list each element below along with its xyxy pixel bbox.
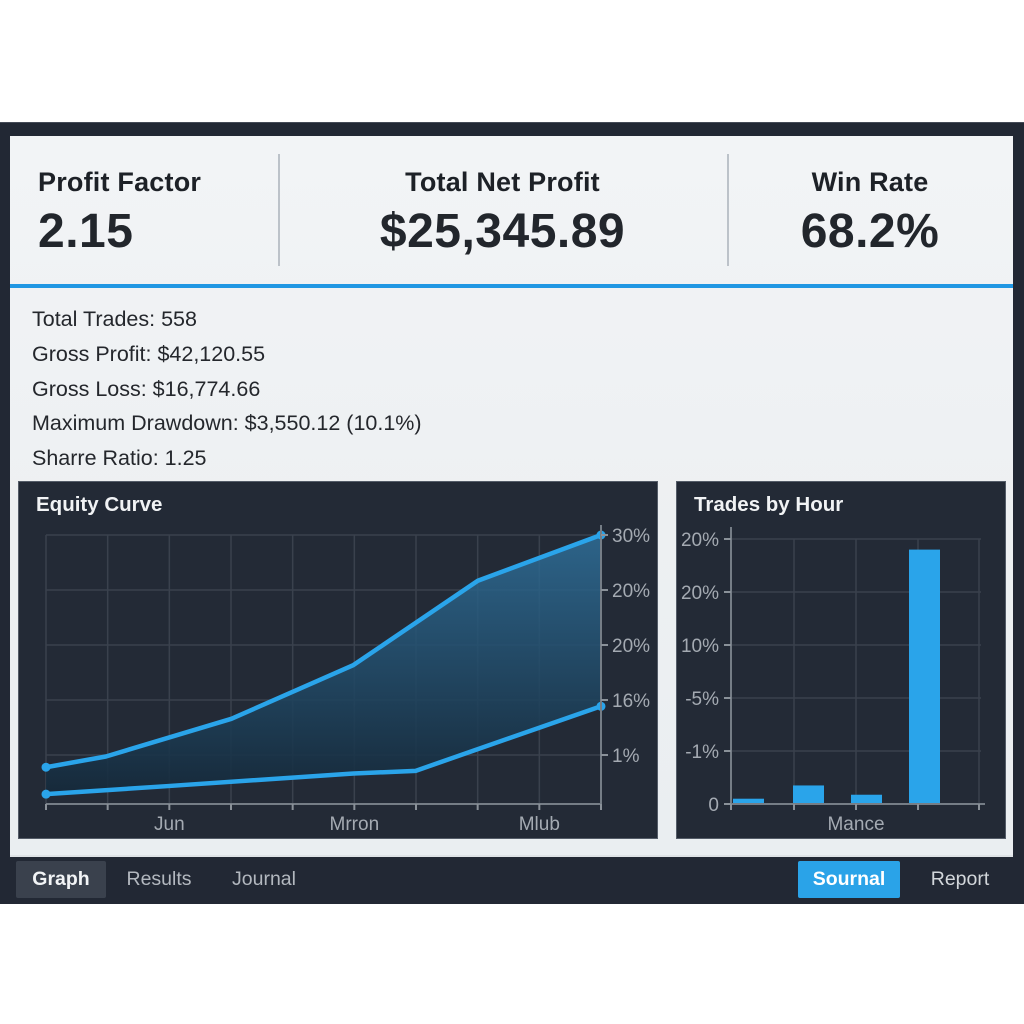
blue-divider-line: [10, 284, 1013, 288]
total-trades-line: Total Trades: 558: [32, 307, 197, 331]
svg-text:1%: 1%: [612, 746, 640, 767]
dashboard-window: Profit Factor 2.15 Total Net Profit $25,…: [0, 122, 1024, 904]
svg-text:20%: 20%: [612, 636, 650, 657]
max-drawdown-line: Maximum Drawdown: $3,550.12 (10.1%): [32, 411, 422, 436]
trades-by-hour-chart: 20% 20% 10% -5% -1% 0 Mance: [681, 527, 985, 835]
tab-graph[interactable]: Graph: [16, 861, 106, 898]
sharpe-ratio-line: Sharre Ratio: 1.25: [32, 446, 207, 471]
kpi-win-rate: Win Rate 68.2%: [727, 136, 1013, 284]
svg-text:16%: 16%: [612, 691, 650, 712]
kpi-label: Profit Factor: [38, 167, 202, 197]
kpi-value: 2.15: [38, 205, 134, 258]
svg-text:20%: 20%: [681, 530, 719, 551]
svg-text:Mlub: Mlub: [519, 814, 560, 835]
svg-text:10%: 10%: [681, 636, 719, 657]
svg-text:-1%: -1%: [685, 742, 719, 763]
kpi-header: Profit Factor 2.15 Total Net Profit $25,…: [10, 136, 1013, 284]
summary-stats: Total Trades: 558 Gross Profit: $42,120.…: [32, 302, 422, 476]
equity-curve-panel: 30% 20% 20% 16% 1% Jun Mrron Mlub Equity Curve: [18, 481, 658, 839]
equity-curve-title: Equity Curve: [36, 493, 163, 516]
tab-results[interactable]: Results: [126, 868, 192, 890]
kpi-value: 68.2%: [800, 205, 940, 258]
vertical-divider: [727, 154, 729, 266]
tab-journal[interactable]: Journal: [232, 868, 296, 890]
kpi-profit-factor: Profit Factor 2.15: [10, 136, 278, 284]
svg-text:Jun: Jun: [154, 814, 185, 835]
kpi-label: Win Rate: [811, 167, 929, 197]
svg-text:30%: 30%: [612, 526, 650, 547]
trades-by-hour-panel: 20% 20% 10% -5% -1% 0 Mance Trades by Hour: [676, 481, 1006, 839]
svg-text:20%: 20%: [681, 583, 719, 604]
kpi-label: Total Net Profit: [405, 167, 600, 197]
bottom-tab-bar: Graph Results Journal Sournal Report: [0, 855, 1024, 904]
svg-text:20%: 20%: [612, 581, 650, 602]
svg-text:0: 0: [708, 795, 719, 816]
svg-text:Mrron: Mrron: [330, 814, 380, 835]
kpi-total-net-profit: Total Net Profit $25,345.89: [278, 136, 727, 284]
tab-report[interactable]: Report: [930, 868, 990, 890]
trades-by-hour-title: Trades by Hour: [694, 493, 844, 516]
gross-loss-line: Gross Loss: $16,774.66: [32, 376, 261, 401]
report-content: Profit Factor 2.15 Total Net Profit $25,…: [10, 136, 1013, 855]
kpi-value: $25,345.89: [379, 205, 626, 258]
gross-profit-line: Gross Profit: $42,120.55: [32, 341, 266, 366]
vertical-divider: [278, 154, 280, 266]
svg-text:-5%: -5%: [685, 689, 719, 710]
equity-curve-chart: 30% 20% 20% 16% 1% Jun Mrron Mlub: [41, 525, 650, 835]
sournal-button[interactable]: Sournal: [798, 861, 900, 898]
svg-text:Mance: Mance: [827, 814, 884, 835]
